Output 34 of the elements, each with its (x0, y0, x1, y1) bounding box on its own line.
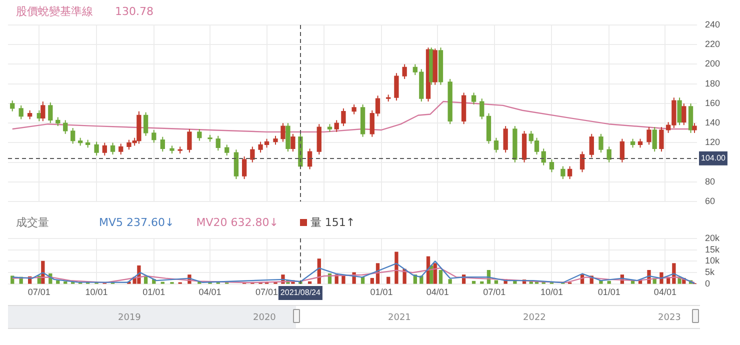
ref-line-label: 104.00 (701, 154, 726, 163)
y-tick-label: 120 (705, 137, 720, 148)
text: 130.78 (115, 5, 154, 18)
y-tick-label: 220 (705, 39, 720, 50)
x-tick-label: 01/01 (142, 286, 166, 297)
x-tick-label: 07/01 (256, 286, 278, 297)
range-selector: 2019 2020 2021 2022 2023 (8, 305, 700, 329)
y-tick-label: 180 (705, 78, 720, 88)
text: MV5 237.60↓ (99, 216, 174, 229)
x-tick-label: 04/01 (198, 286, 222, 297)
x-tick-label: 10/01 (85, 286, 108, 297)
y-tick-label: 80 (705, 176, 716, 186)
chart-title: 成交量 (16, 216, 49, 229)
x-tick-label: 04/01 (654, 286, 676, 297)
y-tick-label: 5k (705, 267, 716, 278)
x-tick-label: 07/01 (483, 286, 506, 297)
y-tick-label: 240 (705, 19, 720, 30)
y-tick-label: 0 (705, 278, 710, 288)
x-tick-label: 01/01 (370, 286, 393, 297)
x-tick-label: 10/01 (540, 286, 563, 297)
y-tick-label: 60 (705, 196, 716, 206)
y-tick-label: 140 (705, 118, 720, 128)
x-tick-label: 04/01 (426, 286, 449, 297)
legend-label: 量 151↑ (309, 216, 356, 229)
text: MV20 632.80↓ (196, 216, 278, 229)
y-tick-label: 20k (705, 232, 720, 243)
y-tick-label: 15k (705, 244, 720, 254)
y-tick-label: 160 (705, 98, 720, 108)
y-tick-label: 10k (705, 256, 720, 266)
x-tick-label: 07/01 (28, 286, 50, 297)
text: 股價蛻變基準線 (16, 5, 93, 18)
x-tick-label: 01/01 (598, 286, 620, 297)
ref-line-label: 2021/08/24 (280, 288, 322, 298)
y-tick-label: 200 (705, 58, 720, 69)
